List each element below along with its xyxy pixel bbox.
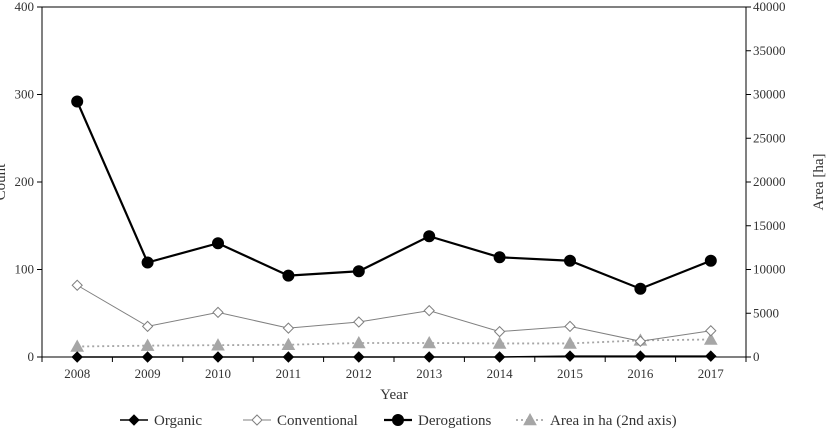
y2-tick-label: 40000: [753, 0, 786, 14]
data-point: [141, 320, 154, 333]
x-tick-label: 2011: [276, 366, 302, 381]
data-point: [141, 351, 154, 363]
x-tick-label: 2009: [135, 366, 161, 381]
data-point: [634, 350, 647, 362]
data-point: [282, 269, 295, 282]
x-tick-label: 2008: [64, 366, 90, 381]
y2-tick-label: 20000: [753, 174, 786, 189]
data-point: [564, 320, 576, 333]
data-point: [704, 254, 717, 267]
data-point: [212, 351, 224, 363]
series-layer: [70, 95, 718, 363]
y2-axis-title: Area [ha]: [811, 153, 827, 210]
series-0: [71, 350, 717, 363]
data-point: [71, 279, 83, 291]
y2-tick-label: 0: [753, 349, 760, 364]
series-line: [77, 338, 711, 348]
y-tick-label: 100: [15, 262, 35, 277]
legend-label: Conventional: [277, 413, 358, 429]
legend-marker: [128, 414, 140, 426]
x-tick-label: 2016: [627, 366, 654, 381]
data-point: [634, 335, 647, 347]
series-1: [71, 279, 717, 347]
data-point: [70, 339, 85, 352]
data-point: [564, 350, 576, 362]
data-point: [423, 304, 435, 317]
plot-frame: [41, 6, 747, 358]
data-point: [353, 316, 365, 328]
data-point: [282, 351, 295, 363]
series-line: [76, 284, 711, 342]
data-point: [281, 337, 296, 351]
data-point: [352, 265, 365, 278]
legend-marker: [523, 412, 537, 426]
data-point: [423, 230, 436, 243]
y2-tick-label: 25000: [753, 130, 786, 145]
y2-tick-label: 10000: [753, 262, 786, 277]
legend-marker: [251, 414, 263, 426]
data-point: [71, 351, 83, 363]
data-point: [492, 336, 507, 349]
legend-label: Organic: [154, 413, 202, 429]
y-tick-label: 400: [15, 0, 35, 14]
y-tick-label: 200: [15, 174, 35, 189]
data-point: [705, 350, 717, 362]
x-tick-label: 2017: [698, 366, 725, 381]
legend-item: Conventional: [243, 413, 358, 429]
data-point: [493, 251, 506, 264]
series-2: [71, 95, 717, 295]
data-point: [351, 335, 366, 349]
data-point: [212, 306, 224, 319]
series-line: [76, 101, 712, 290]
series-line: [77, 355, 711, 358]
data-point: [634, 282, 647, 295]
legend-item: Area in ha (2nd axis): [516, 412, 677, 429]
data-point: [211, 338, 225, 351]
y-tick-label: 0: [28, 349, 35, 364]
y2-tick-label: 35000: [753, 43, 786, 58]
legend-label: Derogations: [418, 413, 491, 429]
data-point: [493, 351, 506, 363]
legend-item: Organic: [120, 413, 202, 429]
series-3: [70, 332, 718, 352]
data-point: [422, 335, 437, 349]
data-point: [493, 325, 506, 338]
data-point: [564, 254, 576, 267]
legend-item: Derogations: [384, 413, 491, 429]
axes: 0 100 200 300 400 0 5000 10000 15000 20000 25000 30…: [15, 0, 786, 381]
x-tick-label: 2010: [205, 366, 231, 381]
data-point: [703, 332, 718, 345]
y-axis-title: Count: [0, 163, 9, 201]
legend-marker: [392, 414, 404, 426]
x-tick-label: 2015: [557, 366, 583, 381]
y2-tick-label: 5000: [753, 305, 779, 320]
y-tick-label: 300: [15, 87, 35, 102]
data-point: [212, 237, 224, 250]
x-tick-label: 2014: [487, 366, 514, 381]
data-point: [423, 351, 435, 363]
data-point: [353, 351, 365, 363]
data-point: [141, 256, 154, 269]
data-point: [140, 338, 155, 351]
y2-tick-label: 15000: [753, 218, 786, 233]
x-tick-label: 2013: [416, 366, 442, 381]
x-tick-label: 2012: [346, 366, 372, 381]
data-point: [71, 95, 84, 108]
y2-tick-label: 30000: [753, 87, 786, 102]
legend: Organic Conventional Derogations Area in ha…: [120, 412, 677, 429]
data-point: [563, 336, 577, 349]
data-point: [705, 325, 717, 337]
data-point: [282, 322, 295, 334]
x-axis-title: Year: [380, 387, 408, 403]
legend-label: Area in ha (2nd axis): [550, 413, 677, 429]
